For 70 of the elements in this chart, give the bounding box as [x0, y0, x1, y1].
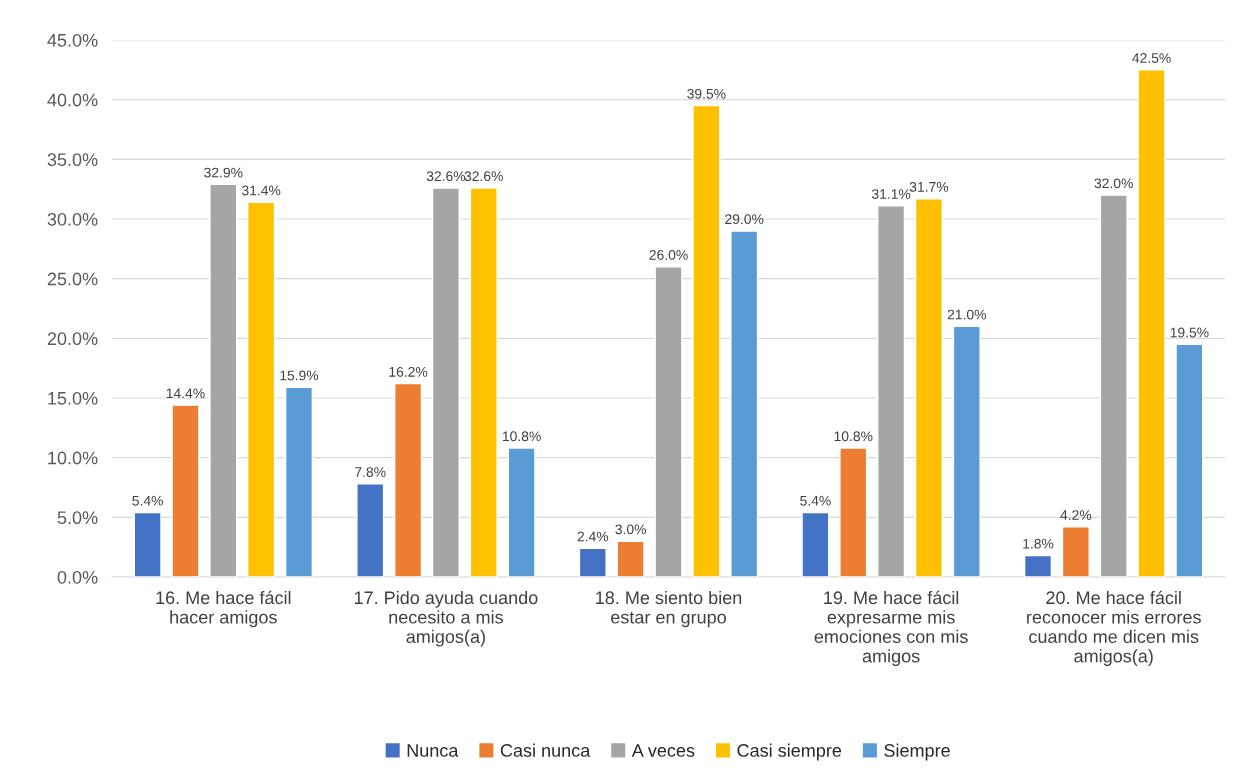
x-tick-label: 19. Me hace fácil expresarme mis emociones con mis amigos — [814, 590, 968, 667]
data-label: 21.0% — [947, 309, 986, 320]
bar — [616, 540, 645, 577]
bar — [578, 547, 607, 577]
bar — [801, 511, 830, 577]
bar — [1137, 69, 1166, 577]
bar — [133, 511, 162, 577]
data-label: 19.5% — [1170, 327, 1209, 338]
bar — [877, 205, 906, 577]
y-tick-label: 35.0% — [47, 153, 98, 167]
x-tick-label: 16. Me hace fácil hacer amigos — [156, 590, 291, 628]
data-label: 15.9% — [280, 370, 319, 381]
bar — [284, 386, 314, 577]
y-tick-label: 20.0% — [47, 332, 98, 346]
y-tick-label: 45.0% — [47, 33, 98, 47]
y-tick-label: 40.0% — [47, 93, 98, 107]
bar — [1175, 343, 1204, 577]
data-label: 14.4% — [166, 388, 205, 399]
legend-label: Casi nunca — [500, 743, 591, 757]
data-label: 32.9% — [204, 167, 243, 178]
x-tick-label: 18. Me siento bien estar en grupo — [596, 590, 742, 628]
y-tick-label: 0.0% — [57, 570, 98, 584]
data-label: 31.7% — [909, 181, 949, 192]
data-label: 29.0% — [725, 214, 764, 225]
y-tick-label: 5.0% — [57, 511, 98, 525]
legend-label: Casi siempre — [737, 743, 842, 761]
bar — [356, 483, 385, 577]
y-tick-label: 30.0% — [47, 212, 98, 226]
data-label: 4.2% — [1060, 510, 1092, 520]
data-label: 16.2% — [389, 366, 428, 377]
data-label: 42.5% — [1132, 53, 1171, 63]
bar — [914, 198, 943, 577]
bar — [1023, 554, 1053, 577]
bar — [730, 230, 759, 577]
bar — [952, 325, 981, 577]
legend-label: Nunca — [407, 744, 459, 757]
bar — [692, 104, 721, 577]
y-tick-label: 10.0% — [48, 451, 98, 465]
data-label: 32.6% — [426, 171, 466, 182]
data-label: 2.4% — [577, 531, 609, 542]
data-label: 7.8% — [355, 467, 386, 478]
data-label: 26.0% — [649, 249, 688, 260]
data-label: 3.0% — [615, 524, 646, 535]
bar — [507, 447, 536, 577]
bar — [431, 187, 460, 577]
bar — [247, 201, 276, 577]
data-label: 32.0% — [1094, 178, 1133, 189]
data-label: 31.1% — [871, 189, 911, 199]
bar — [839, 447, 868, 577]
y-tick-label: 15.0% — [48, 391, 98, 405]
data-label: 32.6% — [464, 171, 503, 182]
data-label: 5.4% — [800, 495, 831, 506]
bar — [171, 404, 200, 577]
x-tick-label: 17. Pido ayuda cuando necesito a mis amigos(a) — [354, 590, 538, 647]
bar — [654, 266, 683, 577]
bar — [394, 382, 423, 577]
data-label: 1.8% — [1023, 538, 1054, 549]
bar — [209, 183, 238, 577]
data-label: 10.8% — [834, 431, 873, 442]
y-tick-label: 25.0% — [47, 272, 98, 286]
legend-label: A veces — [631, 744, 695, 757]
data-label: 10.8% — [502, 431, 541, 442]
legend-label: Siempre — [884, 743, 950, 761]
bar — [1099, 194, 1128, 577]
data-label: 5.4% — [132, 495, 163, 506]
data-label: 39.5% — [687, 88, 726, 99]
x-tick-label: 20. Me hace fácil reconocer mis errores cuando me dicen mis amigos(a) — [1027, 590, 1201, 667]
data-label: 31.4% — [241, 185, 281, 196]
bar — [1061, 526, 1090, 577]
bar — [469, 187, 498, 577]
